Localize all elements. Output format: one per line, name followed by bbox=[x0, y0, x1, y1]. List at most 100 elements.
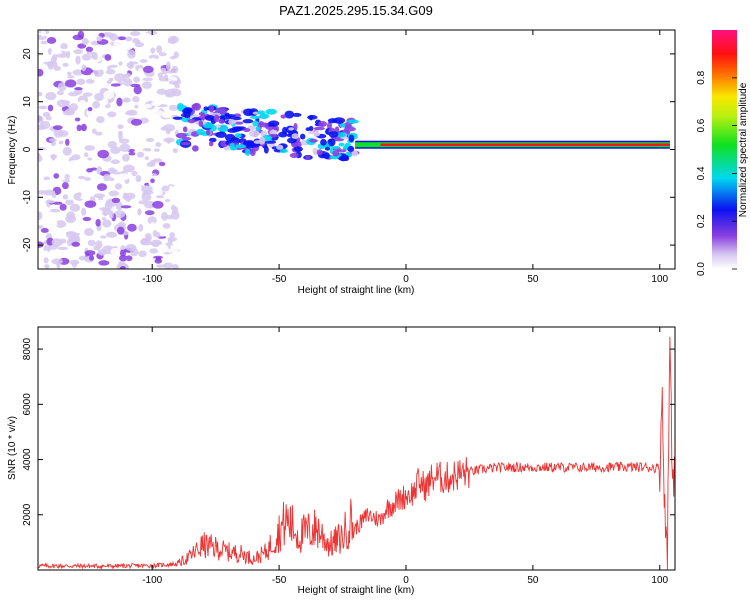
spectrogram-noise-blob bbox=[149, 57, 158, 65]
spectrogram-noise-blob bbox=[142, 147, 152, 152]
spectrogram-signal-blob bbox=[250, 115, 262, 119]
spectrogram-noise-blob bbox=[52, 125, 63, 130]
spectrogram-noise-blob bbox=[45, 200, 56, 204]
spectrogram-noise-blob bbox=[62, 179, 71, 183]
spectrogram-noise-blob bbox=[142, 65, 154, 74]
spectrogram-signal-blob bbox=[327, 118, 338, 124]
spectrogram-noise-blob bbox=[83, 152, 89, 158]
spectrogram-signal-blob bbox=[258, 121, 265, 126]
spectrogram-noise-blob bbox=[65, 138, 70, 146]
spectrogram-noise-blob bbox=[161, 211, 169, 221]
spectrogram-noise-blob bbox=[86, 51, 93, 55]
spectrogram-noise-blob bbox=[81, 207, 87, 216]
spectrogram-noise-blob bbox=[118, 36, 127, 41]
spectrogram-noise-blob bbox=[39, 48, 46, 52]
spectrogram-signal-blob bbox=[347, 146, 355, 152]
snr-series-line bbox=[38, 336, 675, 570]
spectrogram-noise-blob bbox=[95, 199, 106, 204]
spectrogram-signal-blob bbox=[213, 114, 220, 123]
spectrogram-noise-blob bbox=[38, 225, 44, 229]
spectrogram-signal-blob bbox=[242, 140, 254, 147]
spectrogram-noise-blob bbox=[67, 75, 75, 79]
spectrogram-noise-blob bbox=[77, 175, 86, 180]
spectrogram-noise-blob bbox=[135, 175, 142, 183]
colorbar-tick-label: 0.6 bbox=[696, 118, 707, 132]
spectrogram-noise-blob bbox=[114, 210, 126, 218]
spectrogram-xtick-label: 100 bbox=[651, 274, 668, 285]
spectrogram-noise-blob bbox=[65, 231, 77, 239]
spectrogram-noise-blob bbox=[74, 87, 83, 91]
spectrogram-noise-blob bbox=[145, 137, 155, 142]
colorbar-tick-label: 0.0 bbox=[696, 262, 707, 276]
spectrogram-noise-blob bbox=[102, 173, 112, 182]
spectrogram-noise-blob bbox=[124, 111, 135, 116]
spectrogram-noise-blob bbox=[101, 217, 106, 221]
spectrogram-noise-blob bbox=[167, 47, 177, 52]
spectrogram-noise-blob bbox=[58, 140, 64, 145]
spectrogram-signal-blob bbox=[293, 123, 298, 131]
spectrogram-noise-blob bbox=[82, 92, 93, 97]
spectrogram-noise-blob bbox=[46, 37, 57, 44]
spectrogram-noise-blob bbox=[98, 260, 110, 266]
spectrogram-signal-blob bbox=[308, 115, 314, 121]
spectrogram-noise-blob bbox=[56, 99, 68, 108]
spectrogram-noise-blob bbox=[110, 159, 120, 165]
spectrogram-noise-blob bbox=[163, 262, 174, 269]
spectrogram-noise-blob bbox=[123, 50, 128, 55]
spectrogram-signal-blob bbox=[234, 133, 242, 138]
spectrogram-noise-blob bbox=[109, 177, 115, 182]
spectrogram-noise-blob bbox=[38, 241, 44, 248]
spectrogram-noise-blob bbox=[110, 146, 121, 155]
spectrogram-noise-blob bbox=[64, 79, 77, 88]
spectrogram-noise-blob bbox=[126, 61, 135, 69]
spectrogram-noise-blob bbox=[123, 42, 134, 51]
spectrogram-noise-blob bbox=[156, 45, 163, 54]
spectrogram-signal-blob bbox=[259, 113, 270, 119]
spectrogram-noise-blob bbox=[144, 103, 152, 109]
spectrogram-noise-blob bbox=[119, 143, 131, 153]
spectrogram-noise-blob bbox=[50, 50, 63, 55]
spectrogram-noise-blob bbox=[71, 166, 83, 173]
spectrogram-noise-blob bbox=[169, 55, 176, 60]
spectrogram-noise-blob bbox=[38, 154, 43, 163]
spectrogram-signal-blob bbox=[327, 121, 333, 130]
spectrogram-ylabel: Frequency (Hz) bbox=[7, 116, 18, 185]
spectrogram-noise-blob bbox=[165, 88, 177, 97]
colorbar-gradient bbox=[712, 30, 737, 269]
spectrogram-noise-blob bbox=[111, 197, 121, 204]
spectrogram-signal-blob bbox=[204, 115, 216, 121]
spectrogram-noise-blob bbox=[84, 200, 97, 208]
spectrogram-signal-blob bbox=[264, 140, 277, 144]
spectrogram-signal-blob bbox=[198, 112, 205, 116]
spectrogram-noise-blob bbox=[69, 259, 80, 266]
spectrogram-signal-blob bbox=[340, 156, 346, 162]
snr-panel: -100 -50 0 50 100 2000 4000 6000 8000 Height of … bbox=[7, 326, 676, 596]
spectrogram-signal-blob bbox=[316, 149, 323, 156]
spectrogram-noise-blob bbox=[116, 67, 128, 75]
spectrogram-noise-blob bbox=[141, 193, 152, 202]
spectrogram-noise-blob bbox=[163, 201, 168, 207]
spectrogram-noise-blob bbox=[62, 33, 72, 40]
spectrogram-noise-blob bbox=[84, 228, 94, 237]
spectrogram-noise-blob bbox=[115, 201, 123, 211]
spectrogram-ytick-label: 10 bbox=[22, 96, 33, 108]
spectrogram-signal-blob bbox=[252, 120, 259, 127]
spectrogram-noise-blob bbox=[133, 260, 142, 266]
spectrogram-noise-blob bbox=[40, 49, 49, 59]
spectrogram-noise-blob bbox=[89, 255, 94, 261]
spectrogram-noise-blob bbox=[138, 200, 148, 205]
spectrogram-noise-blob bbox=[90, 51, 96, 60]
spectrogram-signal-blob bbox=[324, 146, 331, 151]
spectrogram-signal-blob bbox=[328, 131, 339, 138]
spectrogram-signal-blob bbox=[192, 102, 201, 111]
spectrogram-signal-blob bbox=[291, 133, 299, 139]
spectrogram-noise-blob bbox=[87, 106, 93, 112]
spectrogram-noise-blob bbox=[156, 244, 169, 254]
spectrogram-noise-blob bbox=[168, 185, 174, 193]
spectrogram-noise-blob bbox=[141, 81, 152, 90]
spectrogram-noise-blob bbox=[43, 250, 49, 256]
spectrogram-noise-blob bbox=[110, 247, 120, 256]
spectrogram-noise-blob bbox=[66, 71, 72, 76]
spectrogram-noise-blob bbox=[38, 91, 43, 97]
